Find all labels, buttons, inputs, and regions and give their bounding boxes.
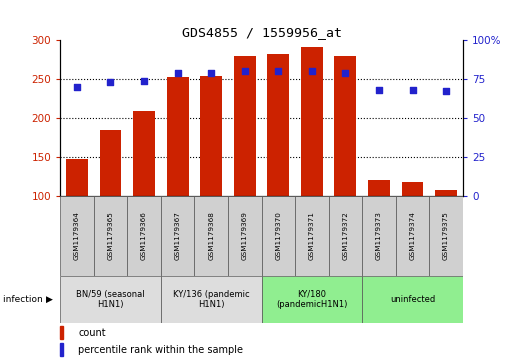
Text: GSM1179375: GSM1179375 <box>443 212 449 260</box>
Text: GSM1179372: GSM1179372 <box>343 212 348 260</box>
Point <box>442 89 450 94</box>
Text: GSM1179371: GSM1179371 <box>309 212 315 260</box>
Bar <box>161 276 262 323</box>
Text: GSM1179367: GSM1179367 <box>175 212 180 260</box>
Point <box>341 70 349 76</box>
Text: percentile rank within the sample: percentile rank within the sample <box>78 344 243 355</box>
Text: ▶: ▶ <box>46 295 53 304</box>
Bar <box>362 196 396 276</box>
Bar <box>328 196 362 276</box>
Bar <box>267 54 289 196</box>
Bar <box>362 276 463 323</box>
Bar <box>228 196 262 276</box>
Point <box>408 87 417 93</box>
Text: GSM1179373: GSM1179373 <box>376 212 382 260</box>
Bar <box>60 343 63 356</box>
Bar <box>429 196 463 276</box>
Bar <box>127 196 161 276</box>
Bar <box>335 56 356 196</box>
Point <box>207 70 215 76</box>
Bar <box>60 326 63 339</box>
Bar <box>167 77 188 196</box>
Text: GSM1179365: GSM1179365 <box>108 212 113 260</box>
Point <box>241 68 249 74</box>
Text: GSM1179374: GSM1179374 <box>410 212 415 260</box>
Point <box>140 78 148 83</box>
Text: KY/180
(pandemicH1N1): KY/180 (pandemicH1N1) <box>276 290 347 309</box>
Text: GSM1179364: GSM1179364 <box>74 212 80 260</box>
Bar <box>301 47 323 196</box>
Bar <box>295 196 328 276</box>
Bar <box>60 196 94 276</box>
Bar <box>396 196 429 276</box>
Bar <box>99 130 121 196</box>
Bar <box>133 111 155 196</box>
Text: GSM1179370: GSM1179370 <box>275 212 281 260</box>
Point <box>274 68 282 74</box>
Bar <box>94 196 127 276</box>
Bar <box>435 190 457 196</box>
Point <box>106 79 115 85</box>
Text: BN/59 (seasonal
H1N1): BN/59 (seasonal H1N1) <box>76 290 145 309</box>
Text: GSM1179368: GSM1179368 <box>208 212 214 260</box>
Point <box>174 70 182 76</box>
Title: GDS4855 / 1559956_at: GDS4855 / 1559956_at <box>181 26 342 39</box>
Bar <box>402 182 424 196</box>
Bar <box>195 196 228 276</box>
Text: GSM1179366: GSM1179366 <box>141 212 147 260</box>
Bar <box>368 180 390 196</box>
Text: uninfected: uninfected <box>390 295 435 304</box>
Text: infection: infection <box>3 295 46 304</box>
Bar <box>161 196 195 276</box>
Bar <box>262 196 295 276</box>
Bar <box>60 276 161 323</box>
Bar <box>234 56 256 196</box>
Text: KY/136 (pandemic
H1N1): KY/136 (pandemic H1N1) <box>173 290 249 309</box>
Bar <box>66 159 88 196</box>
Point <box>308 68 316 74</box>
Point <box>375 87 383 93</box>
Bar <box>200 76 222 196</box>
Text: GSM1179369: GSM1179369 <box>242 212 248 260</box>
Text: count: count <box>78 327 106 338</box>
Bar <box>262 276 362 323</box>
Point <box>73 84 81 90</box>
